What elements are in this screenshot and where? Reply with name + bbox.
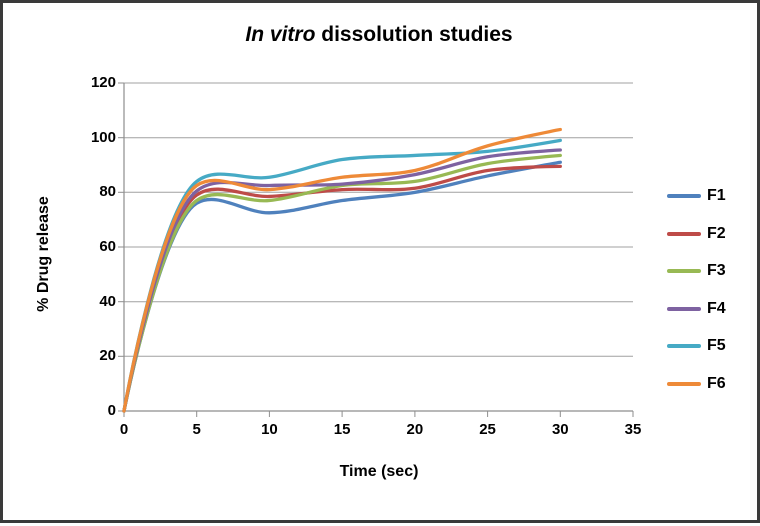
series-line-F3: [122, 153, 562, 413]
legend-label: F5: [707, 337, 726, 355]
legend-item-F2: F2: [667, 224, 757, 244]
legend-line-swatch: [667, 306, 701, 311]
legend-item-F4: F4: [667, 299, 757, 319]
x-axis-title: Time (sec): [339, 463, 419, 480]
x-tick-label: 5: [192, 421, 201, 438]
x-tick-label: 30: [551, 421, 569, 438]
legend-label: F2: [707, 224, 726, 242]
legend-label: F4: [707, 299, 726, 317]
x-tick-label: 0: [119, 421, 129, 438]
y-tick-label: 20: [99, 347, 116, 365]
legend-line-swatch: [667, 194, 701, 198]
y-tick-label: 120: [90, 74, 116, 91]
legend-line-swatch: [667, 382, 701, 386]
x-tick-label: 15: [333, 421, 351, 438]
chart-title-regular: dissolution studies: [315, 23, 513, 46]
x-tick-label: 20: [406, 421, 424, 438]
legend-item-F3: F3: [667, 261, 757, 281]
plot-area: [118, 82, 634, 417]
series-line-F2: [122, 164, 562, 413]
legend-item-F1: F1: [667, 186, 757, 206]
series-line-F6: [122, 127, 562, 413]
y-tick-label: 80: [99, 183, 116, 201]
y-tick-label: 60: [99, 238, 116, 255]
x-tick-label: 35: [624, 421, 642, 438]
y-tick-label: 0: [107, 402, 116, 419]
y-tick-label: 100: [90, 128, 116, 146]
chart-title: In vitro dissolution studies: [124, 23, 634, 47]
series-line-F4: [122, 148, 562, 413]
y-tick-label: 40: [99, 292, 116, 310]
legend-label: F1: [707, 187, 726, 204]
x-tick-label: 10: [261, 421, 278, 438]
legend-line-swatch: [667, 344, 701, 349]
legend-item-F6: F6: [667, 374, 757, 394]
legend-item-F5: F5: [667, 336, 757, 356]
x-tick-label: 25: [479, 421, 496, 438]
series-line-F5: [122, 138, 562, 413]
legend-label: F3: [707, 262, 726, 280]
legend-line-swatch: [667, 231, 701, 236]
legend-line-swatch: [667, 269, 701, 274]
chart-title-italic: In vitro: [245, 23, 316, 46]
legend-label: F6: [707, 375, 726, 392]
